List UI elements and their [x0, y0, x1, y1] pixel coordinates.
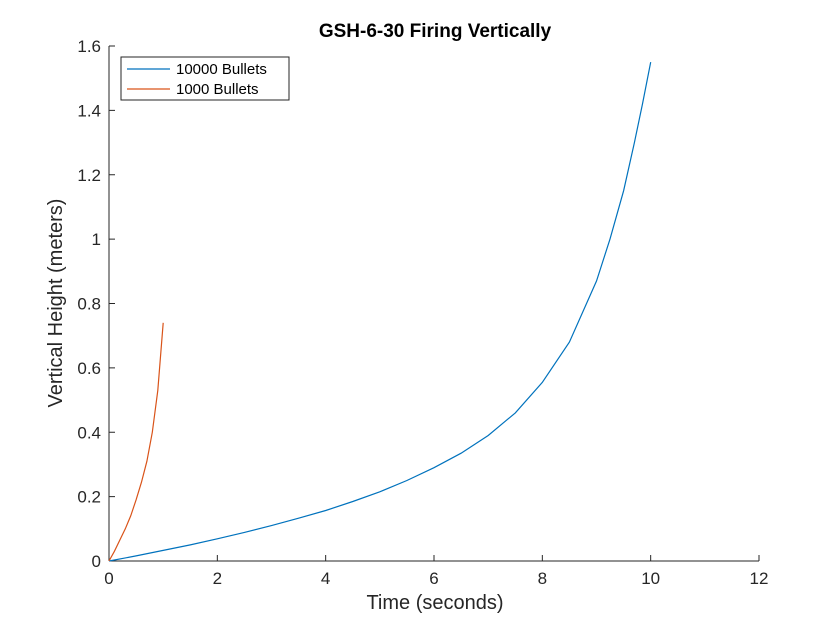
series-line-0: [108, 61, 652, 562]
y-tick-label: 1: [92, 230, 101, 249]
x-tick-label: 2: [213, 569, 222, 588]
x-tick-label: 4: [321, 569, 330, 588]
x-tick-label: 6: [429, 569, 438, 588]
y-ticks: 0 0.2 0.4 0.6 0.8 1 1.2 1.4 1.6: [77, 37, 115, 571]
plot-area: [108, 46, 759, 562]
y-tick-label: 1.2: [77, 166, 101, 185]
y-tick-label: 0: [92, 552, 101, 571]
y-axis-label: Vertical Height (meters): [45, 199, 67, 408]
x-tick-label: 0: [104, 569, 113, 588]
x-tick-label: 8: [538, 569, 547, 588]
series-layer: [108, 61, 652, 562]
legend: 10000 Bullets 1000 Bullets: [120, 56, 290, 101]
series-line-1: [108, 322, 164, 562]
x-ticks: 0 2 4 6 8 10 12: [104, 555, 768, 588]
y-tick-label: 1.6: [77, 37, 101, 56]
x-axis-label: Time (seconds): [366, 592, 503, 614]
y-tick-label: 0.8: [77, 295, 101, 314]
x-tick-label: 10: [641, 569, 660, 588]
x-tick-label: 12: [750, 569, 769, 588]
chart-title: GSH-6-30 Firing Vertically: [319, 21, 552, 42]
y-tick-label: 0.6: [77, 359, 101, 378]
y-tick-label: 1.4: [77, 101, 101, 120]
legend-box: [120, 56, 290, 101]
y-tick-label: 0.2: [77, 488, 101, 507]
legend-label-0: 10000 Bullets: [176, 61, 267, 78]
legend-label-1: 1000 Bullets: [176, 81, 259, 98]
y-tick-label: 0.4: [77, 423, 101, 442]
